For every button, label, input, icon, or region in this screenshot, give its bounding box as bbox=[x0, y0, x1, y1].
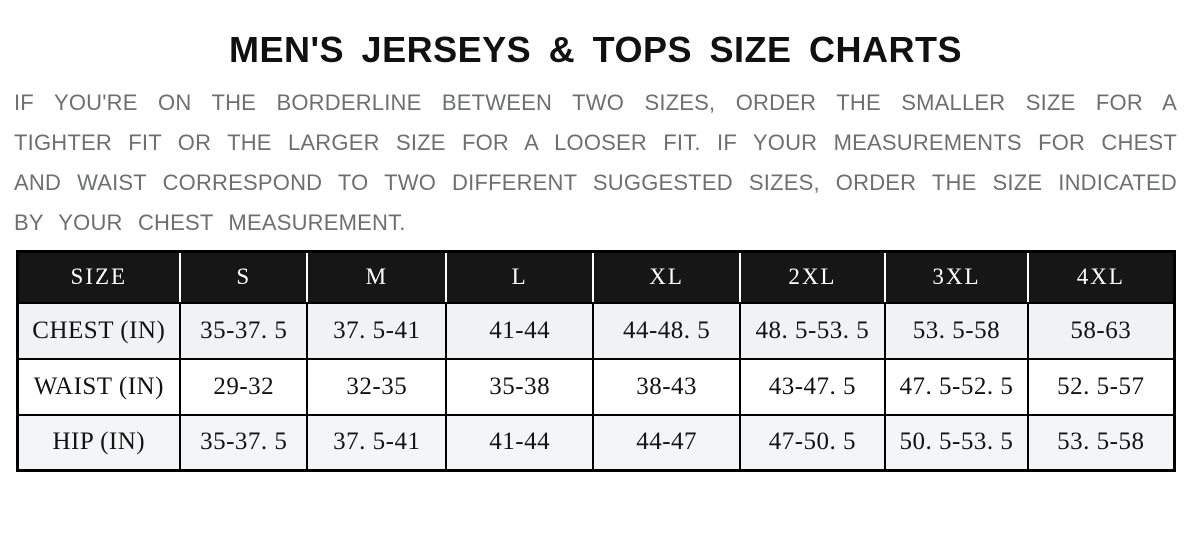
chest-4xl-cell: 58-63 bbox=[1027, 301, 1175, 360]
chest-l-cell: 41-44 bbox=[445, 301, 595, 360]
intro-line-4: BY YOUR CHEST MEASUREMENT. bbox=[14, 210, 406, 235]
size-chart-table: SIZE S M L XL 2XL 3XL 4XL CHEST (IN) 35-… bbox=[15, 250, 1176, 472]
waist-m-cell: 32-35 bbox=[306, 357, 448, 416]
intro-line-3: AND WAIST CORRESPOND TO TWO DIFFERENT SU… bbox=[14, 170, 1177, 195]
waist-3xl-cell: 47. 5-52. 5 bbox=[883, 357, 1030, 416]
intro-paragraph: IF YOU'RE ON THE BORDERLINE BETWEEN TWO … bbox=[14, 83, 1177, 243]
header-l: L bbox=[445, 250, 595, 304]
row-label-waist: WAIST (IN) bbox=[15, 357, 182, 416]
hip-s-cell: 35-37. 5 bbox=[179, 413, 309, 472]
chest-2xl-cell: 48. 5-53. 5 bbox=[739, 301, 886, 360]
intro-line-2: TIGHTER FIT OR THE LARGER SIZE FOR A LOO… bbox=[14, 130, 1177, 155]
header-3xl: 3XL bbox=[883, 250, 1030, 304]
waist-4xl-cell: 52. 5-57 bbox=[1027, 357, 1175, 416]
waist-s-cell: 29-32 bbox=[179, 357, 309, 416]
chest-m-cell: 37. 5-41 bbox=[306, 301, 448, 360]
hip-2xl-cell: 47-50. 5 bbox=[739, 413, 886, 472]
header-m: M bbox=[306, 250, 448, 304]
chest-3xl-cell: 53. 5-58 bbox=[883, 301, 1030, 360]
header-2xl: 2XL bbox=[739, 250, 886, 304]
chest-s-cell: 35-37. 5 bbox=[179, 301, 309, 360]
page-title: MEN'S JERSEYS & TOPS SIZE CHARTS bbox=[228, 29, 963, 70]
intro-line-1: IF YOU'RE ON THE BORDERLINE BETWEEN TWO … bbox=[14, 90, 1177, 115]
waist-xl-cell: 38-43 bbox=[592, 357, 742, 416]
size-chart-page: MEN'S JERSEYS & TOPS SIZE CHARTS IF YOU'… bbox=[0, 32, 1191, 472]
waist-l-cell: 35-38 bbox=[445, 357, 595, 416]
header-size: SIZE bbox=[15, 250, 182, 304]
header-xl: XL bbox=[592, 250, 742, 304]
hip-xl-cell: 44-47 bbox=[592, 413, 742, 472]
row-label-hip: HIP (IN) bbox=[15, 413, 182, 472]
hip-3xl-cell: 50. 5-53. 5 bbox=[883, 413, 1030, 472]
chest-xl-cell: 44-48. 5 bbox=[592, 301, 742, 360]
header-4xl: 4XL bbox=[1027, 250, 1175, 304]
table-row-hip: HIP (IN) 35-37. 5 37. 5-41 41-44 44-47 4… bbox=[15, 413, 1175, 472]
waist-2xl-cell: 43-47. 5 bbox=[739, 357, 886, 416]
hip-4xl-cell: 53. 5-58 bbox=[1027, 413, 1175, 472]
size-chart-header-row: SIZE S M L XL 2XL 3XL 4XL bbox=[15, 250, 1175, 304]
table-row-waist: WAIST (IN) 29-32 32-35 35-38 38-43 43-47… bbox=[15, 357, 1175, 416]
row-label-chest: CHEST (IN) bbox=[15, 301, 182, 360]
hip-l-cell: 41-44 bbox=[445, 413, 595, 472]
hip-m-cell: 37. 5-41 bbox=[306, 413, 448, 472]
header-s: S bbox=[179, 250, 309, 304]
table-row-chest: CHEST (IN) 35-37. 5 37. 5-41 41-44 44-48… bbox=[15, 301, 1175, 360]
